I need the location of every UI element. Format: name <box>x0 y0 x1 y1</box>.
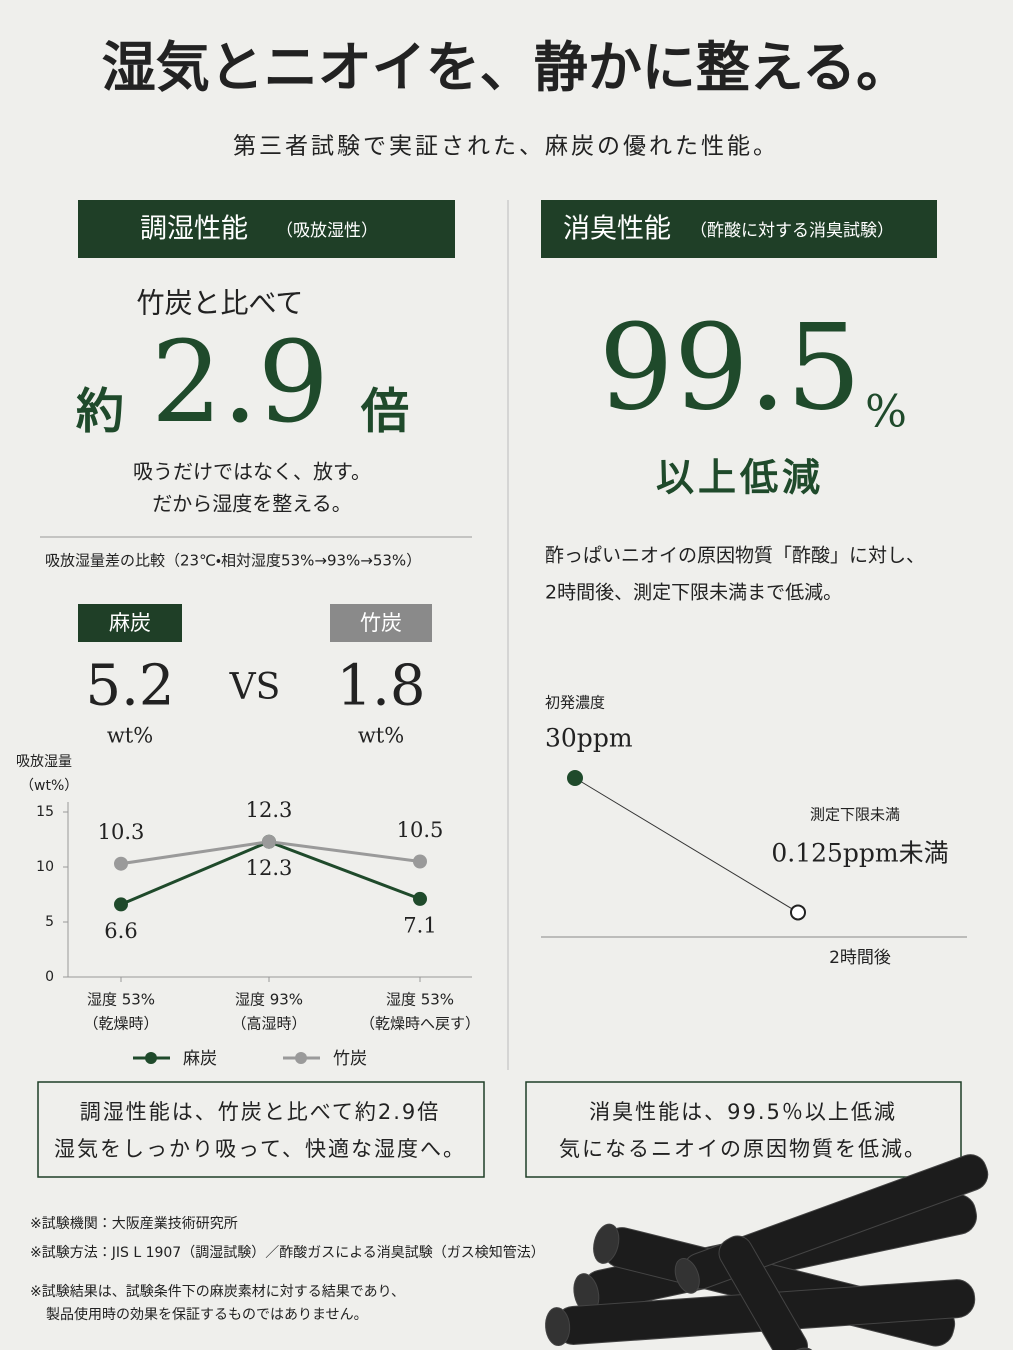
comparison-title: 吸放湿量差の比較（23℃・相対湿度53%→93%→53%） <box>45 552 421 570</box>
y-tick-label: 0 <box>45 969 54 985</box>
ratio: 2.9 <box>151 318 329 448</box>
x-tick-label: 2時間後 <box>829 948 891 968</box>
x-tick-sublabel: （高湿時） <box>231 1015 306 1033</box>
compare-value: 1.8 <box>336 654 425 719</box>
prefix: 約 <box>76 384 124 440</box>
copy: 2時間後、測定下限未満まで低減。 <box>545 582 842 604</box>
x-tick-sublabel: （乾燥時へ戻す） <box>360 1015 480 1033</box>
badge-note: （酢酸に対する消臭試験） <box>690 221 894 241</box>
point <box>114 856 128 871</box>
badge <box>541 200 937 258</box>
summary-box <box>525 1081 962 1178</box>
point <box>262 834 276 849</box>
badge-text: 調湿性能 <box>140 214 248 245</box>
note: ※試験方法：JIS L 1907（調湿試験）／酢酸ガスによる消臭試験（ガス検知管… <box>30 1244 545 1261</box>
compare-unit: wt% <box>107 724 153 748</box>
compare-unit: wt% <box>358 724 404 748</box>
summary: 消臭性能は、99.5％以上低減 <box>589 1100 897 1124</box>
badge <box>330 604 432 642</box>
rate: 99.5 <box>599 299 862 437</box>
badge <box>78 604 182 642</box>
y-tick-label: 5 <box>45 914 54 930</box>
point <box>413 854 427 869</box>
lead: 竹炭と比べて <box>137 287 304 320</box>
point-title: 測定下限未満 <box>810 806 900 824</box>
x-tick-sublabel: （乾燥時） <box>83 1015 158 1033</box>
copy: 酢っぱいニオイの原因物質「酢酸」に対し、 <box>545 545 925 567</box>
value-label: 30ppm <box>545 724 633 753</box>
legend-label: 麻炭 <box>183 1049 217 1069</box>
rate-unit: % <box>865 387 907 438</box>
summary-box <box>37 1081 485 1178</box>
summary: 湿気をしっかり吸って、快適な湿度へ。 <box>54 1137 466 1161</box>
note: ※試験機関：大阪産業技術研究所 <box>30 1215 238 1232</box>
copy: 吸うだけではなく、放す。 <box>133 460 371 484</box>
compare-value: 5.2 <box>85 654 174 719</box>
note: 製品使用時の効果を保証するものではありません。 <box>46 1306 368 1323</box>
badge <box>78 200 455 258</box>
y-tick-label: 15 <box>36 804 54 820</box>
vs: VS <box>229 667 281 708</box>
value-label: 10.5 <box>397 818 444 842</box>
compare-name: 竹炭 <box>360 611 402 635</box>
compare-name: 麻炭 <box>109 611 151 635</box>
title: 湿気とニオイを、静かに整える。 <box>102 35 910 99</box>
point <box>790 904 806 921</box>
legend-marker <box>295 1052 307 1064</box>
x-tick-label: 湿度 53% <box>386 991 454 1009</box>
value-label: 7.1 <box>403 913 436 937</box>
y-title: （wt%） <box>20 778 78 794</box>
point-title: 初発濃度 <box>545 694 605 712</box>
rate-caption: 以上低減 <box>656 456 824 500</box>
subtitle: 第三者試験で実証された、麻炭の優れた性能。 <box>233 134 779 160</box>
copy: だから湿度を整える。 <box>152 492 351 516</box>
x-tick-label: 湿度 53% <box>87 991 155 1009</box>
summary: 調湿性能は、竹炭と比べて約2.9倍 <box>80 1100 441 1124</box>
value-label: 12.3 <box>246 856 293 880</box>
series-line <box>574 777 799 913</box>
point <box>413 891 427 906</box>
point <box>114 897 128 912</box>
legend-marker <box>145 1052 157 1064</box>
note: ※試験結果は、試験条件下の麻炭素材に対する結果であり、 <box>30 1283 405 1300</box>
value-label: 6.6 <box>104 919 137 943</box>
value-label: 0.125ppm未満 <box>771 839 948 868</box>
value-label: 12.3 <box>246 798 293 822</box>
legend-label: 竹炭 <box>333 1049 367 1069</box>
x-tick-label: 湿度 93% <box>235 991 303 1009</box>
value-label: 10.3 <box>98 820 145 844</box>
badge-text: 消臭性能 <box>563 214 671 245</box>
point <box>567 770 583 786</box>
charcoal-illustration <box>545 1154 989 1350</box>
y-title: 吸放湿量 <box>16 754 72 770</box>
y-tick-label: 10 <box>36 859 54 875</box>
summary: 気になるニオイの原因物質を低減。 <box>559 1137 927 1161</box>
suffix: 倍 <box>360 384 409 440</box>
badge-note: （吸放湿性） <box>276 221 378 241</box>
